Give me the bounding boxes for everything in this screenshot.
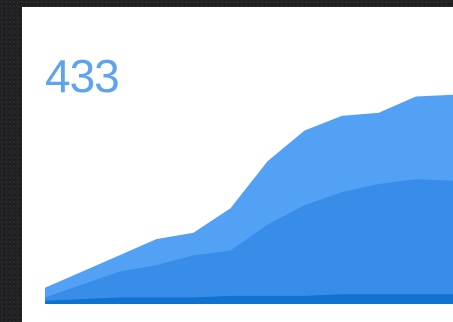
stat-widget-card: 433 bbox=[22, 7, 453, 322]
area-series-group bbox=[45, 94, 453, 304]
area-series-1 bbox=[45, 294, 453, 304]
stat-value: 433 bbox=[45, 50, 120, 102]
area-series-2 bbox=[45, 179, 453, 304]
area-chart bbox=[45, 94, 453, 304]
